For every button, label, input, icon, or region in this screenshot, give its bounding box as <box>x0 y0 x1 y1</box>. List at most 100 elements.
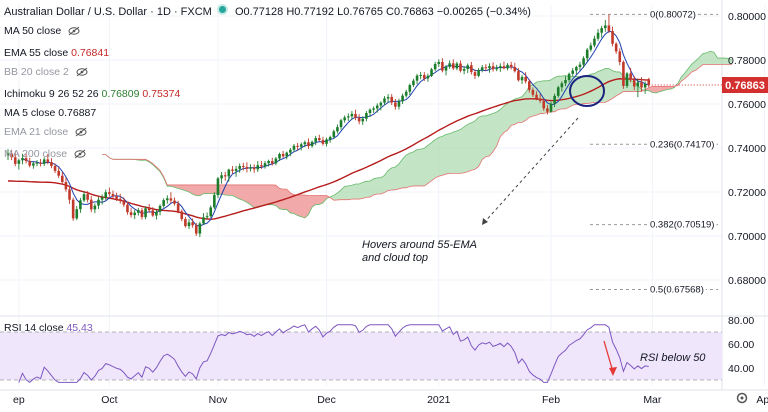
candle-body <box>451 63 455 69</box>
time-tick-label: Mar <box>643 394 662 406</box>
candle-body <box>379 102 383 106</box>
last-price-badge: 0.76863 <box>722 77 768 94</box>
candle-body <box>441 61 444 71</box>
candle-body <box>321 140 325 144</box>
candle-body <box>549 103 553 112</box>
legend-ma5[interactable]: MA 5 close 0.76887 <box>4 104 531 123</box>
candle-body <box>205 216 209 218</box>
time-axis[interactable]: ep Oct Nov Dec 2021 Feb Mar Apr <box>13 394 768 406</box>
candle-body <box>314 138 317 142</box>
candle-body <box>184 219 187 227</box>
candle-body <box>115 196 118 199</box>
fib-level-label: 0.5(0.67568) <box>650 285 704 296</box>
time-tick-label: Dec <box>317 394 336 406</box>
legend-bb[interactable]: BB 20 close 2 <box>4 63 531 84</box>
candle-body <box>307 142 310 147</box>
eye-hidden-icon[interactable] <box>74 147 86 166</box>
candle-body <box>133 212 136 216</box>
candle-body <box>32 163 35 166</box>
candle-body <box>28 160 32 166</box>
candle-body <box>607 25 611 31</box>
ema55-label: EMA 55 close <box>4 46 69 59</box>
candle-body <box>209 207 213 217</box>
candle-body <box>129 212 133 216</box>
candle-body <box>187 222 191 227</box>
candle-body <box>245 166 249 169</box>
candle-body <box>82 194 86 201</box>
candle-body <box>372 108 375 110</box>
candle-body <box>571 70 575 74</box>
eye-hidden-icon[interactable] <box>75 125 87 144</box>
ma5-line <box>22 30 649 227</box>
candle-body <box>108 192 111 194</box>
eye-hidden-icon[interactable] <box>68 24 80 43</box>
candle-body <box>53 166 57 171</box>
candle-body <box>46 159 50 163</box>
price-tick-label: 0.72000 <box>728 187 766 199</box>
rsi-down-arrow <box>603 340 614 373</box>
candle-body <box>470 65 473 73</box>
legend-ma200[interactable]: MA 200 close <box>4 145 531 166</box>
legend-ma50[interactable]: MA 50 close <box>4 22 531 43</box>
price-tick-label: 0.80000 <box>728 11 766 23</box>
candle-body <box>636 82 640 87</box>
legend-ema21[interactable]: EMA 21 close <box>4 123 531 144</box>
candle-body <box>611 30 614 44</box>
candle-body <box>198 223 202 234</box>
candle-body <box>647 79 651 86</box>
time-tick-label: Oct <box>101 394 117 406</box>
candle-body <box>643 83 647 88</box>
settings-icon-ring <box>736 392 748 404</box>
candle-body <box>448 63 451 67</box>
legend-ema55[interactable]: EMA 55 close 0.76841 <box>4 44 531 63</box>
candle-body <box>423 74 426 79</box>
ichimoku-label: Ichimoku 9 26 52 26 <box>4 87 99 100</box>
time-tick-label: Apr <box>756 394 768 406</box>
price-axis[interactable]: 0.80000 0.78000 0.76000 0.74000 0.72000 0.700… <box>728 11 766 375</box>
candle-body <box>89 199 93 210</box>
candle-body <box>506 64 509 69</box>
candle-body <box>437 61 441 64</box>
rsi-band <box>0 332 722 380</box>
candle-body <box>368 109 372 114</box>
candle-body <box>640 82 643 88</box>
price-tick-label: 0.76000 <box>728 99 766 111</box>
time-tick-label: Nov <box>209 394 228 406</box>
candle-body <box>354 113 357 118</box>
fib-label-bg <box>648 219 717 231</box>
rsi-annotation: RSI below 50 <box>640 352 706 364</box>
candle-body <box>517 71 520 81</box>
settings-icon[interactable] <box>736 392 748 404</box>
candle-body <box>289 149 292 153</box>
symbol-title[interactable]: Australian Dollar / U.S. Dollar · 1D · F… <box>4 6 212 18</box>
candle-body <box>625 73 629 86</box>
candle-body <box>455 63 459 69</box>
candle-body <box>629 73 632 80</box>
candle-body <box>593 38 596 46</box>
candle-body <box>39 162 42 164</box>
candle-body <box>274 158 278 164</box>
candle-body <box>79 200 82 210</box>
candle-body <box>93 205 97 210</box>
rsi-tick-label: 40.00 <box>728 363 754 375</box>
candle-body <box>430 69 433 76</box>
last-price-text: 0.76863 <box>725 80 765 92</box>
candle-body <box>158 205 162 212</box>
candle-body <box>234 168 238 171</box>
candle-body <box>71 199 75 219</box>
eye-hidden-icon[interactable] <box>76 65 88 84</box>
legend-ichimoku[interactable]: Ichimoku 9 26 52 26 0.76809 0.75374 <box>4 85 531 104</box>
candle-body <box>75 209 79 219</box>
time-tick-label: 2021 <box>427 394 451 406</box>
highlight-circle <box>569 75 605 107</box>
rsi-tick-label: 80.00 <box>728 315 754 327</box>
candle-body <box>278 153 281 159</box>
candle-body <box>270 160 274 164</box>
candle-body <box>361 118 365 122</box>
candle-body <box>162 200 165 206</box>
candle-body <box>42 159 46 164</box>
price-tick-label: 0.74000 <box>728 143 766 155</box>
time-tick-label: ep <box>13 394 25 406</box>
candle-body <box>412 80 415 86</box>
